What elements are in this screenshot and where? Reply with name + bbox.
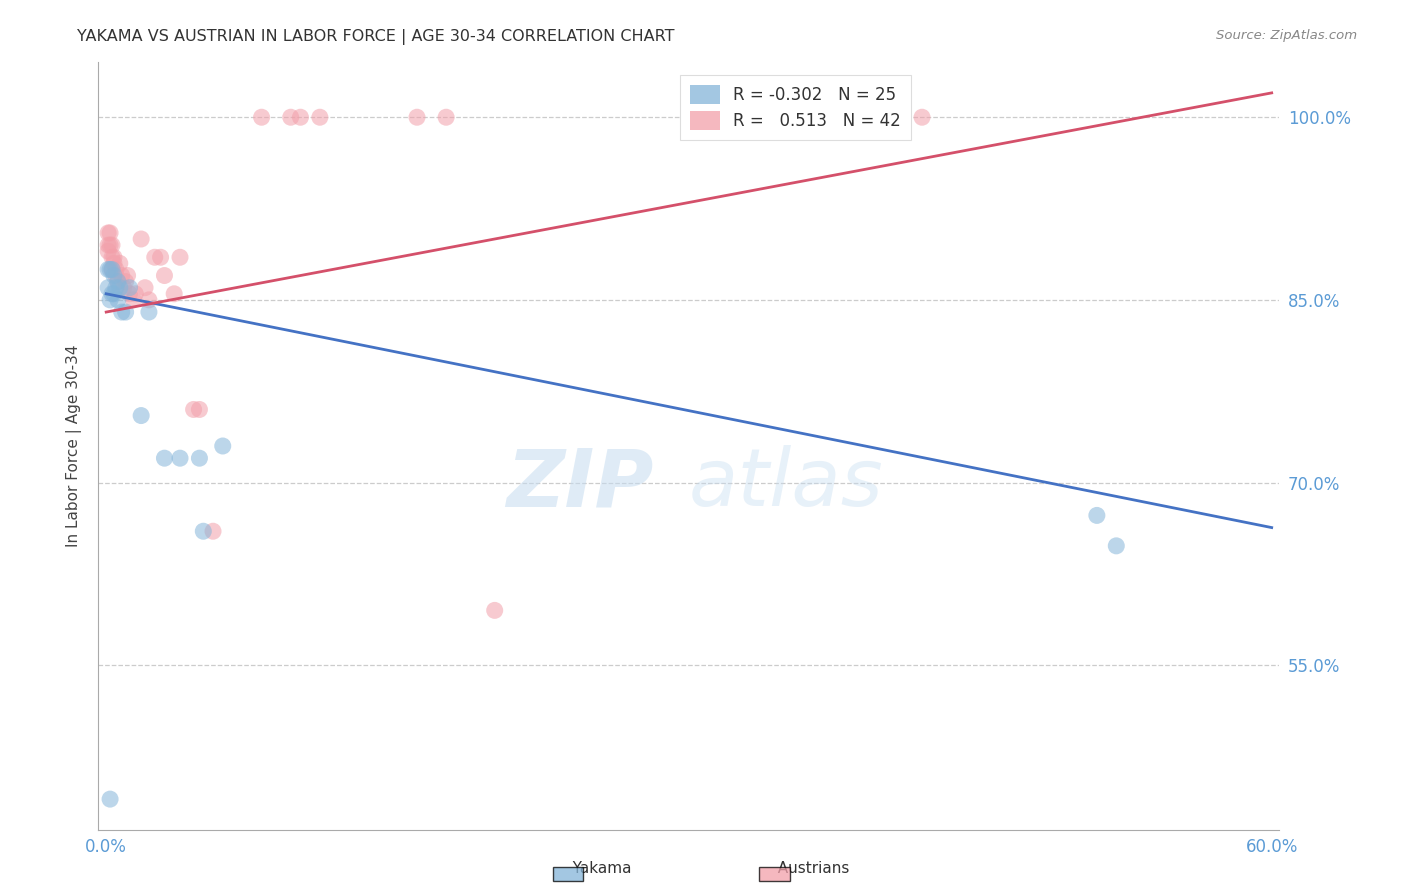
- Point: [138, 305, 160, 319]
- Point: [169, 451, 191, 466]
- Point: [434, 110, 457, 124]
- Point: [101, 262, 124, 277]
- Point: [122, 293, 145, 307]
- Text: ZIP: ZIP: [506, 445, 654, 524]
- Point: [188, 402, 211, 417]
- Point: [103, 286, 125, 301]
- Point: [1085, 508, 1108, 523]
- Point: [98, 238, 121, 252]
- Point: [97, 262, 120, 277]
- Point: [107, 275, 129, 289]
- Point: [134, 281, 156, 295]
- Point: [250, 110, 273, 124]
- Point: [112, 281, 135, 295]
- Text: YAKAMA VS AUSTRIAN IN LABOR FORCE | AGE 30-34 CORRELATION CHART: YAKAMA VS AUSTRIAN IN LABOR FORCE | AGE …: [77, 29, 675, 45]
- Point: [129, 232, 152, 246]
- Text: Austrians: Austrians: [768, 861, 849, 876]
- Point: [153, 451, 176, 466]
- Point: [1105, 539, 1128, 553]
- Point: [97, 244, 120, 259]
- Point: [211, 439, 233, 453]
- Point: [103, 268, 125, 283]
- Point: [107, 293, 129, 307]
- Point: [108, 256, 131, 270]
- Point: [111, 305, 134, 319]
- Point: [98, 792, 121, 806]
- Point: [101, 262, 124, 277]
- Point: [101, 250, 124, 264]
- Point: [104, 262, 127, 277]
- Point: [98, 262, 121, 277]
- Point: [697, 110, 720, 124]
- Point: [104, 268, 127, 283]
- Legend: R = -0.302   N = 25, R =   0.513   N = 42: R = -0.302 N = 25, R = 0.513 N = 42: [681, 75, 911, 140]
- Point: [101, 286, 124, 301]
- Point: [143, 250, 166, 264]
- Point: [911, 110, 934, 124]
- Point: [124, 286, 146, 301]
- Point: [280, 110, 302, 124]
- Point: [484, 603, 506, 617]
- Point: [290, 110, 312, 124]
- Point: [138, 293, 160, 307]
- Point: [103, 256, 125, 270]
- Point: [98, 293, 121, 307]
- Point: [97, 281, 120, 295]
- Point: [169, 250, 191, 264]
- Point: [114, 275, 136, 289]
- Point: [101, 238, 124, 252]
- Point: [794, 110, 817, 124]
- Point: [114, 305, 136, 319]
- Point: [111, 268, 134, 283]
- Point: [104, 281, 127, 295]
- Point: [118, 281, 141, 295]
- Point: [149, 250, 172, 264]
- Point: [193, 524, 215, 539]
- Point: [108, 281, 131, 295]
- Point: [188, 451, 211, 466]
- Point: [103, 250, 125, 264]
- Point: [129, 409, 152, 423]
- Point: [118, 286, 141, 301]
- Point: [309, 110, 332, 124]
- Point: [117, 268, 139, 283]
- Point: [97, 226, 120, 240]
- Point: [163, 286, 186, 301]
- Text: Source: ZipAtlas.com: Source: ZipAtlas.com: [1216, 29, 1357, 42]
- Point: [202, 524, 225, 539]
- Point: [183, 402, 205, 417]
- Point: [98, 226, 121, 240]
- Y-axis label: In Labor Force | Age 30-34: In Labor Force | Age 30-34: [66, 344, 83, 548]
- Point: [153, 268, 176, 283]
- Point: [107, 275, 129, 289]
- Point: [406, 110, 429, 124]
- Text: atlas: atlas: [689, 445, 884, 524]
- Point: [97, 238, 120, 252]
- Text: Yakama: Yakama: [564, 861, 631, 876]
